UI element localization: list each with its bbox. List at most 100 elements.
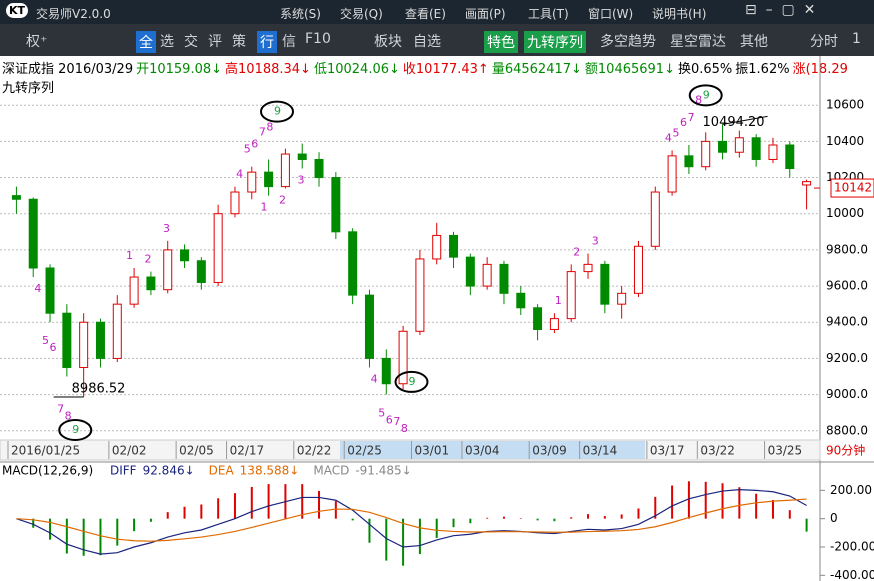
candle-body bbox=[667, 155, 677, 193]
y-tick-label: -400.00 bbox=[830, 568, 874, 581]
nine-turn-label: 8 bbox=[65, 410, 72, 423]
high-pointer bbox=[722, 115, 768, 125]
selection-band bbox=[340, 441, 645, 459]
toolbar-button[interactable]: 星空雷达 bbox=[670, 34, 726, 50]
nine-turn-label: 9 bbox=[703, 88, 710, 101]
menu-item[interactable]: 查看(E) bbox=[405, 7, 446, 21]
x-tick-label: 2016/01/25 bbox=[11, 444, 80, 458]
last-price-label: 10142 bbox=[834, 181, 872, 195]
candle-body bbox=[230, 191, 240, 215]
toolbar-button[interactable]: 选 bbox=[160, 34, 174, 50]
nine-turn-label: 6 bbox=[680, 116, 687, 129]
candle-body bbox=[549, 318, 559, 330]
nine-turn-label: 9 bbox=[72, 423, 79, 436]
x-tick-label: 03/25 bbox=[768, 444, 803, 458]
candle-body bbox=[381, 357, 391, 385]
candle-body bbox=[600, 263, 610, 305]
toolbar-button[interactable]: 九转序列 bbox=[524, 31, 586, 53]
quote-field: 低10024.06↓ bbox=[313, 62, 400, 77]
quote-date: 2016/03/29 bbox=[58, 62, 134, 77]
quote-field: 开10159.08↓ bbox=[136, 62, 223, 77]
nine-turn-label: 9 bbox=[409, 375, 416, 388]
toolbar: 权⁺ 全选交评策行信 F10 板块 自选 特色 九转序列 多空趋势 星空雷达 其他 分时 1 bbox=[0, 24, 874, 56]
candle-body bbox=[280, 153, 290, 188]
nine-turn-circle bbox=[58, 419, 93, 441]
menu-item[interactable]: 系统(S) bbox=[280, 7, 321, 21]
toolbar-button[interactable]: 多空趋势 bbox=[600, 34, 656, 50]
nine-turn-label: 1 bbox=[261, 201, 268, 214]
quote-field: 高10188.34↓ bbox=[225, 62, 311, 77]
toolbar-button[interactable]: 自选 bbox=[413, 34, 441, 50]
menu-item[interactable]: 画面(P) bbox=[465, 7, 506, 21]
x-tick-label: 02/22 bbox=[297, 444, 332, 458]
macd-line bbox=[16, 489, 807, 555]
candle-body bbox=[684, 155, 694, 168]
candle-body bbox=[701, 140, 711, 168]
candle-body bbox=[432, 234, 442, 260]
x-tick-label: 02/05 bbox=[179, 444, 214, 458]
x-tick-label: 03/04 bbox=[465, 444, 500, 458]
candle-body bbox=[566, 271, 576, 320]
candle-body bbox=[112, 303, 122, 359]
candle-body bbox=[734, 137, 744, 153]
last-price-box bbox=[830, 178, 874, 198]
nine-turn-label: 1 bbox=[126, 249, 133, 262]
candle-body bbox=[180, 249, 190, 262]
candle-body bbox=[650, 191, 660, 247]
candle-body bbox=[45, 267, 55, 314]
nine-turn-label: 7 bbox=[57, 403, 64, 416]
x-tick-label: 02/17 bbox=[230, 444, 265, 458]
toolbar-button[interactable]: 信 bbox=[282, 34, 296, 50]
candle-body bbox=[465, 256, 475, 287]
toolbar-button[interactable]: 交 bbox=[184, 34, 198, 50]
toolbar-button[interactable]: 板块 bbox=[374, 34, 402, 50]
toolbar-button[interactable]: 权⁺ bbox=[26, 34, 48, 50]
candle-body bbox=[28, 198, 38, 269]
title-bar: KT 交易师V2.0.0 ⊟ – ▢ ✕ 系统(S) 交易(Q) 查看(E) 画面(P… bbox=[0, 0, 874, 24]
candle-body bbox=[129, 276, 139, 305]
candle-body bbox=[213, 213, 223, 283]
window-controls[interactable]: ⊟ – ▢ ✕ bbox=[745, 2, 816, 18]
nine-turn-label: 4 bbox=[34, 282, 41, 295]
toolbar-button[interactable]: 1 bbox=[852, 31, 861, 47]
nine-turn-label: 1 bbox=[555, 294, 562, 307]
nine-turn-label: 8 bbox=[695, 93, 702, 106]
nine-turn-label: 7 bbox=[259, 125, 266, 138]
toolbar-button[interactable]: 评 bbox=[208, 34, 222, 50]
candle-body bbox=[516, 292, 526, 309]
high-label: 10494.20 bbox=[703, 115, 765, 130]
candle-body bbox=[398, 330, 408, 385]
candle-body bbox=[768, 144, 778, 160]
legend-name: DEA bbox=[209, 464, 235, 478]
candle-body bbox=[62, 312, 72, 368]
nine-turn-label: 6 bbox=[50, 341, 57, 354]
nine-turn-label: 6 bbox=[251, 138, 258, 151]
nine-turn-circle bbox=[260, 100, 294, 123]
y-tick-label: 10000 bbox=[826, 206, 864, 220]
candle-body bbox=[364, 294, 374, 359]
legend-value: -91.485↓ bbox=[355, 464, 411, 478]
toolbar-button[interactable]: F10 bbox=[305, 31, 331, 47]
toolbar-button[interactable]: 行 bbox=[257, 31, 277, 53]
nine-turn-label: 5 bbox=[672, 126, 679, 139]
x-tick-label: 02/25 bbox=[347, 444, 382, 458]
toolbar-button[interactable]: 全 bbox=[136, 31, 156, 53]
candle-body bbox=[163, 249, 173, 291]
y-tick-label: 200.00 bbox=[830, 483, 872, 497]
toolbar-button[interactable]: 特色 bbox=[484, 31, 518, 53]
menu-item[interactable]: 交易(Q) bbox=[340, 7, 383, 21]
candle-body bbox=[297, 153, 307, 160]
toolbar-button[interactable]: 分时 bbox=[810, 34, 838, 50]
menu-item[interactable]: 工具(T) bbox=[528, 7, 569, 21]
candle-body bbox=[11, 195, 21, 200]
nine-turn-label: 5 bbox=[42, 334, 49, 347]
toolbar-button[interactable]: 策 bbox=[232, 34, 246, 50]
toolbar-button[interactable]: 其他 bbox=[740, 34, 768, 50]
candle-body bbox=[247, 171, 257, 193]
menu-item[interactable]: 说明书(H) bbox=[652, 7, 707, 21]
index-name: 深证成指 bbox=[2, 62, 55, 77]
logo: KT bbox=[6, 3, 29, 18]
menu-item[interactable]: 窗口(W) bbox=[588, 7, 634, 21]
